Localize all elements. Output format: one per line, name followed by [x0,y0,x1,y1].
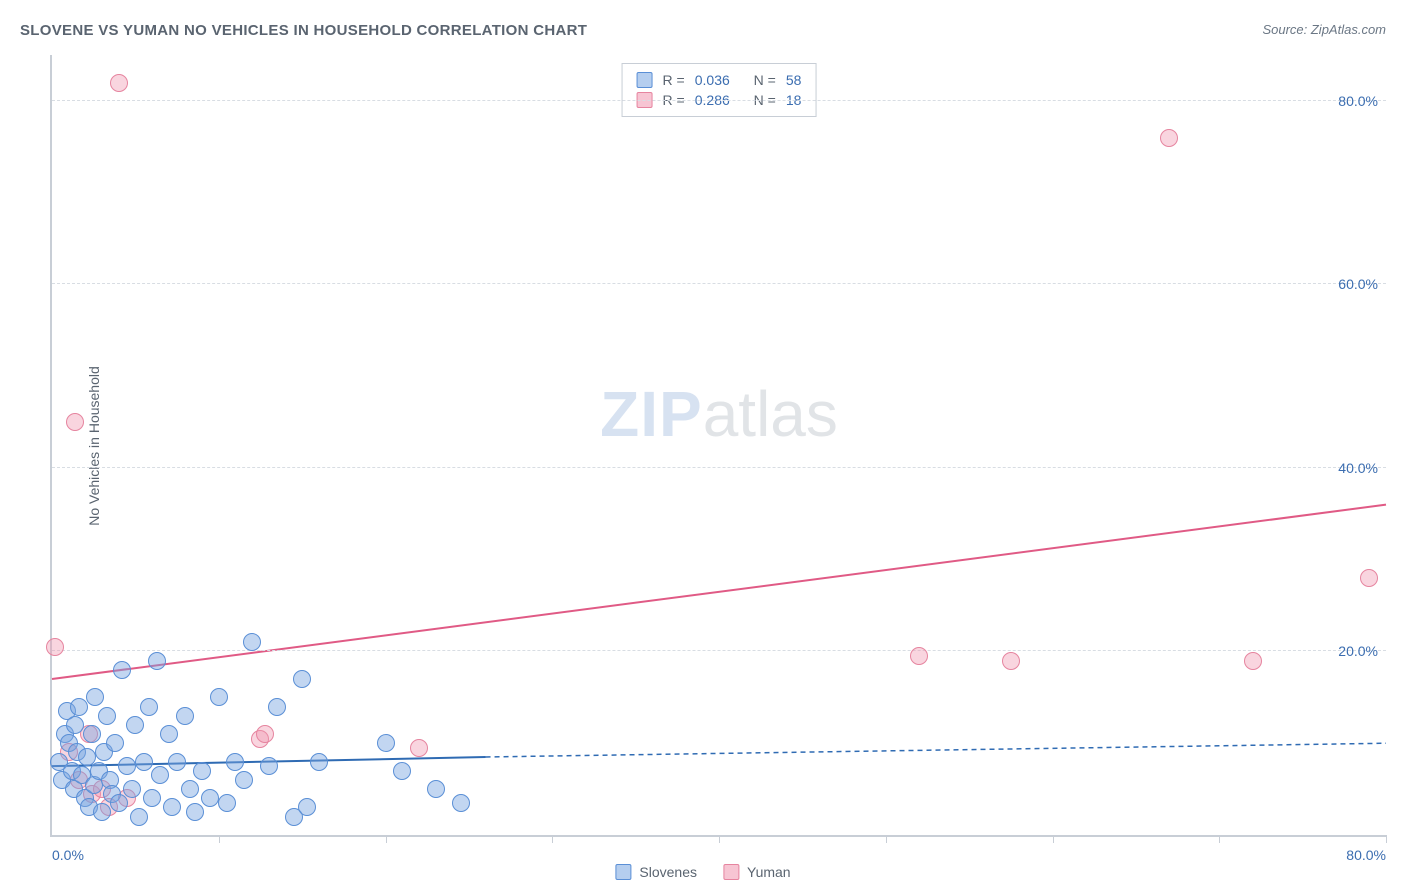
data-point [118,757,136,775]
data-point [160,725,178,743]
data-point [1244,652,1262,670]
data-point [181,780,199,798]
x-tick [886,835,887,843]
y-tick-label: 60.0% [1338,276,1378,292]
data-point [93,803,111,821]
data-point [218,794,236,812]
x-tick [219,835,220,843]
correlation-chart: SLOVENE VS YUMAN NO VEHICLES IN HOUSEHOL… [0,0,1406,892]
data-point [66,413,84,431]
r-label: R = [663,72,685,88]
data-point [377,734,395,752]
n-value: 58 [786,72,802,88]
plot-area: ZIPatlas R = 0.036 N = 58 R = 0.286 N = … [50,55,1386,837]
stats-row-slovenes: R = 0.036 N = 58 [637,70,802,90]
data-point [201,789,219,807]
x-tick [1386,835,1387,843]
data-point [226,753,244,771]
data-point [268,698,286,716]
data-point [427,780,445,798]
data-point [260,757,278,775]
watermark-atlas: atlas [703,378,838,450]
x-tick [1053,835,1054,843]
gridline [52,467,1386,468]
data-point [70,698,88,716]
swatch-pink-icon [723,864,739,880]
data-point [186,803,204,821]
series-legend: Slovenes Yuman [615,864,790,880]
data-point [910,647,928,665]
data-point [143,789,161,807]
n-label: N = [754,72,776,88]
y-tick-label: 20.0% [1338,643,1378,659]
y-tick-label: 40.0% [1338,460,1378,476]
data-point [235,771,253,789]
data-point [210,688,228,706]
gridline [52,283,1386,284]
x-tick [552,835,553,843]
data-point [298,798,316,816]
data-point [193,762,211,780]
x-tick-left: 0.0% [52,847,84,863]
r-value: 0.036 [695,72,730,88]
legend-label: Yuman [747,864,791,880]
trend-lines [52,55,1386,835]
data-point [66,716,84,734]
swatch-blue-icon [637,72,653,88]
chart-source: Source: ZipAtlas.com [1262,22,1386,37]
stats-legend: R = 0.036 N = 58 R = 0.286 N = 18 [622,63,817,117]
data-point [393,762,411,780]
data-point [452,794,470,812]
data-point [1360,569,1378,587]
data-point [293,670,311,688]
chart-title: SLOVENE VS YUMAN NO VEHICLES IN HOUSEHOL… [20,22,587,39]
data-point [135,753,153,771]
data-point [83,725,101,743]
data-point [86,688,104,706]
data-point [1160,129,1178,147]
data-point [256,725,274,743]
x-tick [1219,835,1220,843]
legend-label: Slovenes [639,864,697,880]
data-point [46,638,64,656]
gridline [52,100,1386,101]
swatch-blue-icon [615,864,631,880]
y-tick-label: 80.0% [1338,93,1378,109]
legend-item-slovenes: Slovenes [615,864,697,880]
data-point [98,707,116,725]
data-point [113,661,131,679]
x-tick [719,835,720,843]
data-point [410,739,428,757]
data-point [163,798,181,816]
data-point [243,633,261,651]
data-point [140,698,158,716]
data-point [168,753,186,771]
data-point [110,794,128,812]
data-point [1002,652,1020,670]
data-point [148,652,166,670]
data-point [106,734,124,752]
data-point [310,753,328,771]
x-tick [386,835,387,843]
data-point [130,808,148,826]
data-point [123,780,141,798]
watermark: ZIPatlas [600,377,838,451]
data-point [151,766,169,784]
legend-item-yuman: Yuman [723,864,791,880]
data-point [126,716,144,734]
watermark-zip: ZIP [600,378,703,450]
data-point [176,707,194,725]
x-tick-right: 80.0% [1346,847,1386,863]
data-point [110,74,128,92]
